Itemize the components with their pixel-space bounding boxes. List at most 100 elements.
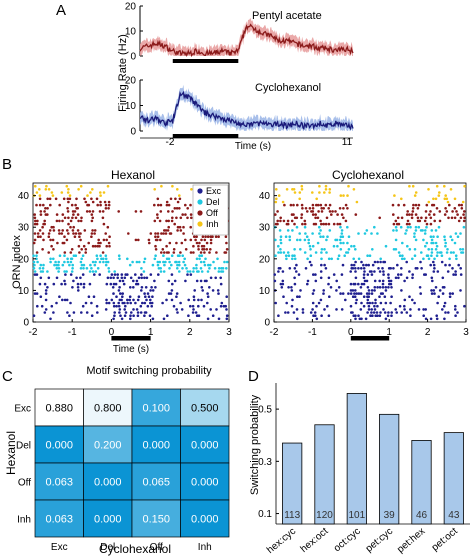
panel-b-spike bbox=[368, 254, 372, 257]
panel-b-spike bbox=[79, 282, 83, 286]
panel-b-spike bbox=[303, 222, 307, 226]
panel-b-spike bbox=[292, 188, 296, 191]
panel-b-spike bbox=[384, 301, 388, 305]
panel-c-xtick-label-1: Del bbox=[100, 542, 115, 553]
panel-b-spike bbox=[432, 241, 435, 245]
panel-c-cell-label-r2-c2: 0.065 bbox=[142, 477, 170, 489]
panel-b-spike bbox=[281, 200, 285, 204]
panel-b-spike bbox=[102, 191, 106, 194]
panel-b-spike bbox=[32, 267, 36, 270]
panel-b-spike bbox=[149, 301, 152, 305]
panel-b-spike bbox=[214, 276, 217, 280]
panel-b-spike bbox=[453, 216, 457, 220]
panel-b-spike bbox=[413, 254, 417, 257]
panel-b-spike bbox=[106, 184, 110, 188]
panel-b-spike bbox=[365, 263, 368, 267]
panel-b-spike bbox=[200, 254, 204, 257]
panel-b-spike bbox=[36, 304, 39, 308]
panel-b-spike bbox=[432, 289, 436, 292]
panel-b-spike bbox=[400, 289, 403, 292]
panel-b-spike bbox=[279, 267, 282, 270]
panel-a-title-cyclo: Cyclohexanol bbox=[255, 82, 321, 94]
panel-b-spike bbox=[379, 301, 383, 305]
panel-b-spike bbox=[462, 213, 465, 216]
panel-b-spike bbox=[454, 314, 457, 318]
panel-b-spike bbox=[403, 257, 406, 261]
panel-b-spike bbox=[416, 207, 420, 210]
panel-c-cell-r3-c3 bbox=[180, 499, 230, 538]
panel-b-legend-marker-exc bbox=[197, 188, 203, 194]
panel-b-spike bbox=[202, 248, 206, 251]
panel-b-spike bbox=[436, 270, 440, 273]
panel-b-spike bbox=[307, 238, 311, 242]
panel-b-spike bbox=[107, 203, 111, 207]
panel-b-spike bbox=[422, 314, 426, 318]
panel-b-spike bbox=[287, 286, 290, 289]
panel-b-spike bbox=[50, 244, 53, 248]
panel-b-spike bbox=[362, 282, 366, 286]
panel-b-spike bbox=[327, 207, 331, 210]
panel-b-spike bbox=[79, 260, 83, 264]
panel-b-spike bbox=[79, 219, 83, 223]
panel-c-cell-label-r0-c0: 0.880 bbox=[45, 403, 73, 415]
panel-b-spike bbox=[378, 279, 382, 283]
panel-b-spike bbox=[390, 311, 394, 314]
panel-b-spike bbox=[295, 270, 298, 273]
panel-b-spike bbox=[274, 200, 278, 204]
panel-b-spike bbox=[179, 229, 183, 232]
panel-b-spike bbox=[123, 276, 127, 280]
panel-b-spike bbox=[170, 298, 174, 302]
panel-b-spike bbox=[282, 251, 286, 254]
panel-b-spike bbox=[397, 251, 401, 254]
panel-b-spike bbox=[39, 263, 43, 267]
panel-a-cyclo-stimulus-bar bbox=[172, 134, 239, 138]
panel-b-spike bbox=[209, 248, 212, 251]
panel-b-spike bbox=[47, 188, 51, 191]
panel-b-spike bbox=[74, 216, 78, 220]
panel-b-spike bbox=[169, 197, 173, 201]
panel-b-spike bbox=[56, 241, 59, 245]
panel-a-cyclo-ytick-label-0: 0 bbox=[130, 127, 136, 138]
panel-b-spike bbox=[383, 295, 387, 299]
panel-b-spike bbox=[349, 270, 353, 273]
panel-b-spike bbox=[198, 257, 201, 261]
panel-a-title-pentyl: Pentyl acetate bbox=[252, 10, 322, 22]
panel-b-spike bbox=[120, 276, 124, 280]
panel-b-spike bbox=[342, 216, 345, 220]
panel-b-spike bbox=[322, 235, 325, 238]
panel-b-spike bbox=[326, 235, 329, 238]
panel-b-spike bbox=[44, 207, 47, 210]
panel-b-spike bbox=[118, 308, 122, 311]
panel-b-spike bbox=[367, 308, 371, 311]
panel-b-spike bbox=[197, 304, 200, 308]
panel-b-spike bbox=[300, 188, 304, 191]
panel-b-spike bbox=[154, 248, 158, 251]
panel-b-cyclohexanol-ytick-label-4: 40 bbox=[259, 191, 271, 202]
panel-b-spike bbox=[411, 184, 415, 188]
panel-b-spike bbox=[203, 238, 207, 242]
panel-b-spike bbox=[414, 213, 418, 216]
panel-b-spike bbox=[326, 304, 329, 308]
panel-b-spike bbox=[171, 210, 174, 213]
panel-b-spike bbox=[50, 304, 54, 308]
panel-b-spike bbox=[65, 298, 69, 302]
panel-b-spike bbox=[58, 232, 61, 235]
panel-b-title-cyclohexanol: Cyclohexanol bbox=[332, 168, 404, 182]
panel-b-spike bbox=[459, 232, 462, 235]
panel-b-spike bbox=[427, 200, 431, 204]
panel-b-spike bbox=[396, 263, 399, 267]
panel-b-spike bbox=[42, 238, 45, 242]
panel-b-spike bbox=[65, 270, 68, 273]
panel-b-spike bbox=[315, 203, 318, 207]
panel-b-spike bbox=[149, 232, 153, 235]
panel-b-spike bbox=[359, 308, 363, 311]
panel-b-spike bbox=[360, 282, 364, 286]
panel-b-spike bbox=[110, 298, 114, 302]
panel-b-spike bbox=[443, 213, 447, 216]
panel-b-spike bbox=[357, 267, 360, 270]
panel-b-spike bbox=[47, 232, 51, 235]
panel-b-spike bbox=[189, 225, 192, 229]
panel-b-spike bbox=[327, 282, 330, 286]
panel-c-cell-label-r3-c1: 0.000 bbox=[94, 514, 122, 526]
panel-b-cyclohexanol-xtick-label-3: 1 bbox=[386, 327, 392, 338]
